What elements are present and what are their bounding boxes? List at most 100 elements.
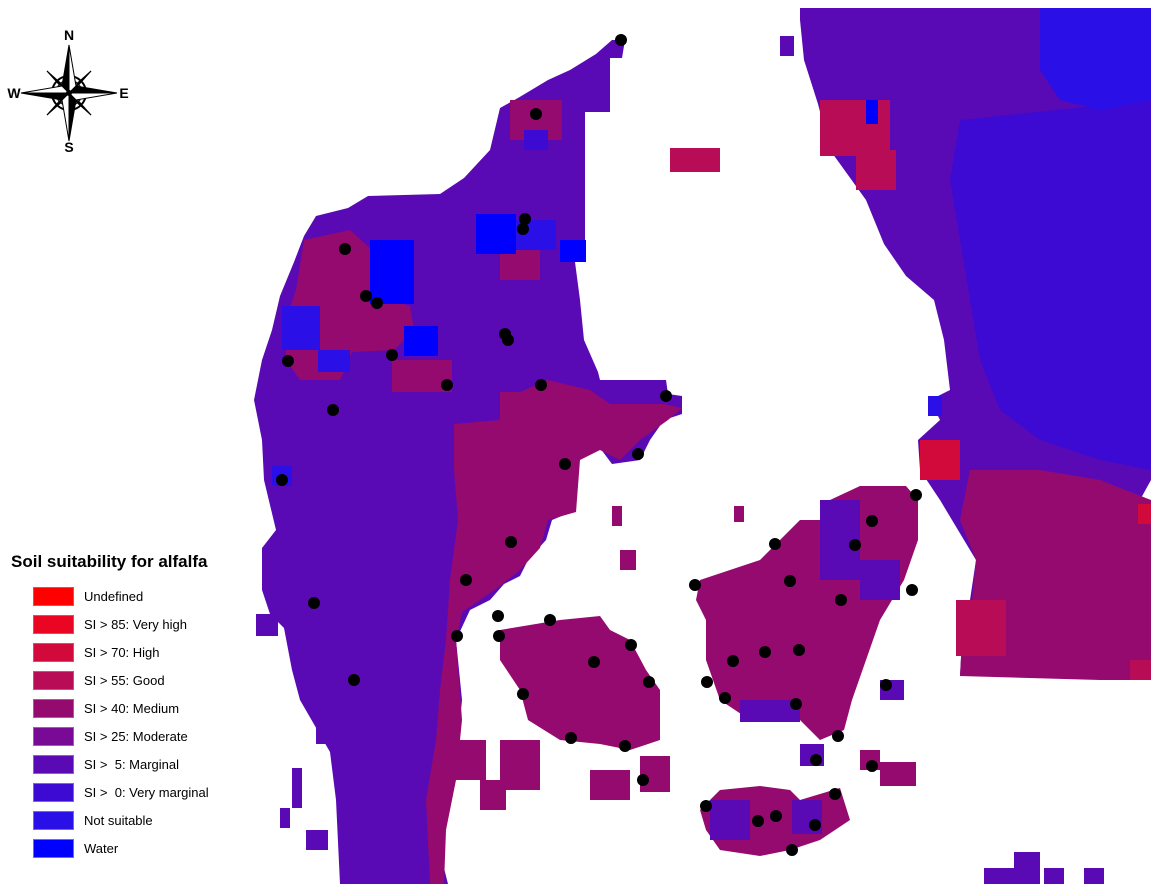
- legend-label: Not suitable: [84, 812, 153, 828]
- raster-cell: [710, 800, 750, 840]
- raster-cell: [984, 868, 1014, 884]
- funen-land: [500, 616, 660, 750]
- sample-site-marker: [727, 655, 739, 667]
- sample-sites-layer: [276, 34, 922, 856]
- raster-cell: [856, 150, 896, 190]
- compass-east-label: E: [119, 85, 128, 101]
- legend-swatch: [33, 754, 74, 774]
- scania-south-zone: [960, 470, 1151, 680]
- raster-cell: [292, 768, 302, 808]
- map-legend: Soil suitability for alfalfa Undefined S…: [8, 552, 258, 862]
- legend-label: Water: [84, 840, 119, 856]
- sample-site-marker: [770, 810, 782, 822]
- raster-cell: [640, 756, 670, 792]
- legend-item-moderate: SI > 25: Moderate: [33, 722, 258, 750]
- compass-west-label: W: [7, 85, 21, 101]
- raster-cell: [880, 762, 916, 786]
- sample-site-marker: [505, 536, 517, 548]
- legend-item-good: SI > 55: Good: [33, 666, 258, 694]
- legend-item-marginal: SI > 5: Marginal: [33, 750, 258, 778]
- legend-label: SI > 0: Very marginal: [84, 784, 209, 800]
- sample-site-marker: [544, 614, 556, 626]
- sample-site-marker: [559, 458, 571, 470]
- water-cell: [404, 326, 438, 356]
- sample-site-marker: [784, 575, 796, 587]
- sample-site-marker: [619, 740, 631, 752]
- raster-cell: [280, 808, 290, 828]
- legend-item-very-high: SI > 85: Very high: [33, 610, 258, 638]
- legend-swatch: [33, 782, 74, 802]
- sample-site-marker: [660, 390, 672, 402]
- sample-site-marker: [793, 644, 805, 656]
- legend-swatch: [33, 726, 74, 746]
- sample-site-marker: [689, 579, 701, 591]
- zealand-land: [696, 486, 918, 740]
- legend-label: SI > 5: Marginal: [84, 756, 180, 772]
- raster-cell: [456, 740, 486, 780]
- sample-site-marker: [866, 760, 878, 772]
- sample-site-marker: [517, 223, 529, 235]
- sample-site-marker: [451, 630, 463, 642]
- legend-swatch: [33, 614, 74, 634]
- legend-label: Undefined: [84, 588, 144, 604]
- sample-site-marker: [790, 698, 802, 710]
- legend-item-very-marginal: SI > 0: Very marginal: [33, 778, 258, 806]
- sample-site-marker: [371, 297, 383, 309]
- sample-site-marker: [880, 679, 892, 691]
- raster-cell: [500, 740, 540, 790]
- sample-site-marker: [460, 574, 472, 586]
- sample-site-marker: [519, 213, 531, 225]
- legend-title: Soil suitability for alfalfa: [11, 552, 208, 571]
- sample-site-marker: [588, 656, 600, 668]
- water-cell: [866, 100, 878, 124]
- legend-swatch: [33, 838, 74, 858]
- sample-site-marker: [906, 584, 918, 596]
- water-cell: [370, 240, 414, 304]
- sample-site-marker: [866, 515, 878, 527]
- raster-cell: [256, 614, 278, 636]
- sample-site-marker: [769, 538, 781, 550]
- sample-site-marker: [637, 774, 649, 786]
- sample-site-marker: [565, 732, 577, 744]
- raster-cell: [740, 700, 800, 722]
- legend-swatch: [33, 670, 74, 690]
- sample-site-marker: [752, 815, 764, 827]
- raster-cell: [1138, 504, 1151, 524]
- raster-cell: [306, 830, 328, 850]
- raster-cell: [1014, 852, 1040, 884]
- sample-site-marker: [282, 355, 294, 367]
- legend-swatch: [33, 810, 74, 830]
- sample-site-marker: [643, 676, 655, 688]
- legend-label: SI > 55: Good: [84, 672, 165, 688]
- raster-cell: [820, 100, 890, 156]
- legend-item-water: Water: [33, 834, 258, 862]
- legend-label: SI > 85: Very high: [84, 616, 187, 632]
- sample-site-marker: [308, 597, 320, 609]
- raster-cell: [734, 506, 744, 522]
- sample-site-marker: [832, 730, 844, 742]
- suitability-raster: [254, 8, 1151, 884]
- sample-site-marker: [327, 404, 339, 416]
- legend-item-not-suitable: Not suitable: [33, 806, 258, 834]
- raster-cell: [316, 724, 328, 744]
- raster-cell: [524, 130, 548, 150]
- water-cell: [560, 240, 586, 262]
- sample-site-marker: [386, 349, 398, 361]
- sample-site-marker: [348, 674, 360, 686]
- raster-cell: [590, 770, 630, 800]
- raster-cell: [282, 306, 320, 350]
- sample-site-marker: [701, 676, 713, 688]
- compass-north-label: N: [64, 28, 74, 43]
- sample-site-marker: [632, 448, 644, 460]
- sample-site-marker: [360, 290, 372, 302]
- sample-site-marker: [493, 630, 505, 642]
- raster-cell: [670, 148, 720, 172]
- raster-cell: [860, 560, 900, 600]
- scania-northeast-zone: [1040, 8, 1151, 110]
- sample-site-marker: [276, 474, 288, 486]
- raster-cell: [340, 836, 360, 856]
- sample-site-marker: [700, 800, 712, 812]
- raster-cell: [1084, 868, 1104, 884]
- sample-site-marker: [535, 379, 547, 391]
